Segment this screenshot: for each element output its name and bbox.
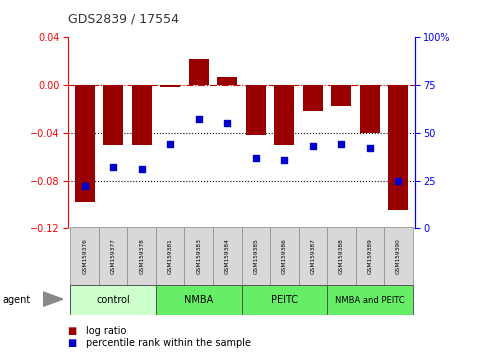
Bar xyxy=(242,227,270,285)
Point xyxy=(281,157,288,162)
Text: GSM159381: GSM159381 xyxy=(168,238,173,274)
Bar xyxy=(132,85,152,145)
Text: agent: agent xyxy=(2,295,30,305)
Text: GDS2839 / 17554: GDS2839 / 17554 xyxy=(68,12,179,25)
Bar xyxy=(128,227,156,285)
Bar xyxy=(217,76,237,85)
Bar xyxy=(75,85,95,202)
Bar xyxy=(360,85,380,133)
Text: GSM159386: GSM159386 xyxy=(282,238,287,274)
Bar xyxy=(156,227,185,285)
Bar xyxy=(213,227,242,285)
Bar xyxy=(71,227,99,285)
Polygon shape xyxy=(43,292,63,306)
Bar xyxy=(384,227,412,285)
Bar xyxy=(355,227,384,285)
Text: GSM159384: GSM159384 xyxy=(225,238,230,274)
Text: GSM159377: GSM159377 xyxy=(111,238,116,274)
Bar xyxy=(246,85,266,135)
Text: GSM159376: GSM159376 xyxy=(82,238,87,274)
Point xyxy=(366,145,374,151)
Bar xyxy=(156,285,242,315)
Bar xyxy=(303,85,323,111)
Bar xyxy=(298,227,327,285)
Point xyxy=(166,141,174,147)
Bar xyxy=(327,227,355,285)
Text: ■: ■ xyxy=(68,338,77,348)
Text: GSM159387: GSM159387 xyxy=(310,238,315,274)
Text: NMBA and PEITC: NMBA and PEITC xyxy=(335,296,405,304)
Text: percentile rank within the sample: percentile rank within the sample xyxy=(86,338,251,348)
Text: GSM159378: GSM159378 xyxy=(139,238,144,274)
Bar xyxy=(327,285,412,315)
Text: ■: ■ xyxy=(68,326,77,336)
Point xyxy=(252,155,260,160)
Text: GSM159389: GSM159389 xyxy=(367,238,372,274)
Point xyxy=(223,120,231,126)
Bar xyxy=(274,85,294,145)
Point xyxy=(195,116,202,122)
Bar xyxy=(189,59,209,85)
Bar xyxy=(185,227,213,285)
Point xyxy=(395,178,402,183)
Bar xyxy=(331,85,351,107)
Text: log ratio: log ratio xyxy=(86,326,127,336)
Text: GSM159390: GSM159390 xyxy=(396,238,401,274)
Point xyxy=(109,164,117,170)
Bar xyxy=(71,285,156,315)
Text: GSM159385: GSM159385 xyxy=(253,238,258,274)
Point xyxy=(138,166,145,172)
Text: NMBA: NMBA xyxy=(184,295,213,305)
Text: control: control xyxy=(96,295,130,305)
Bar xyxy=(270,227,298,285)
Text: GSM159388: GSM159388 xyxy=(339,238,344,274)
Bar xyxy=(388,85,408,210)
Point xyxy=(309,143,317,149)
Text: PEITC: PEITC xyxy=(271,295,298,305)
Bar xyxy=(160,85,180,87)
Text: GSM159383: GSM159383 xyxy=(196,238,201,274)
Point xyxy=(81,183,88,189)
Bar xyxy=(242,285,327,315)
Point xyxy=(338,141,345,147)
Bar xyxy=(99,227,128,285)
Bar xyxy=(103,85,123,145)
